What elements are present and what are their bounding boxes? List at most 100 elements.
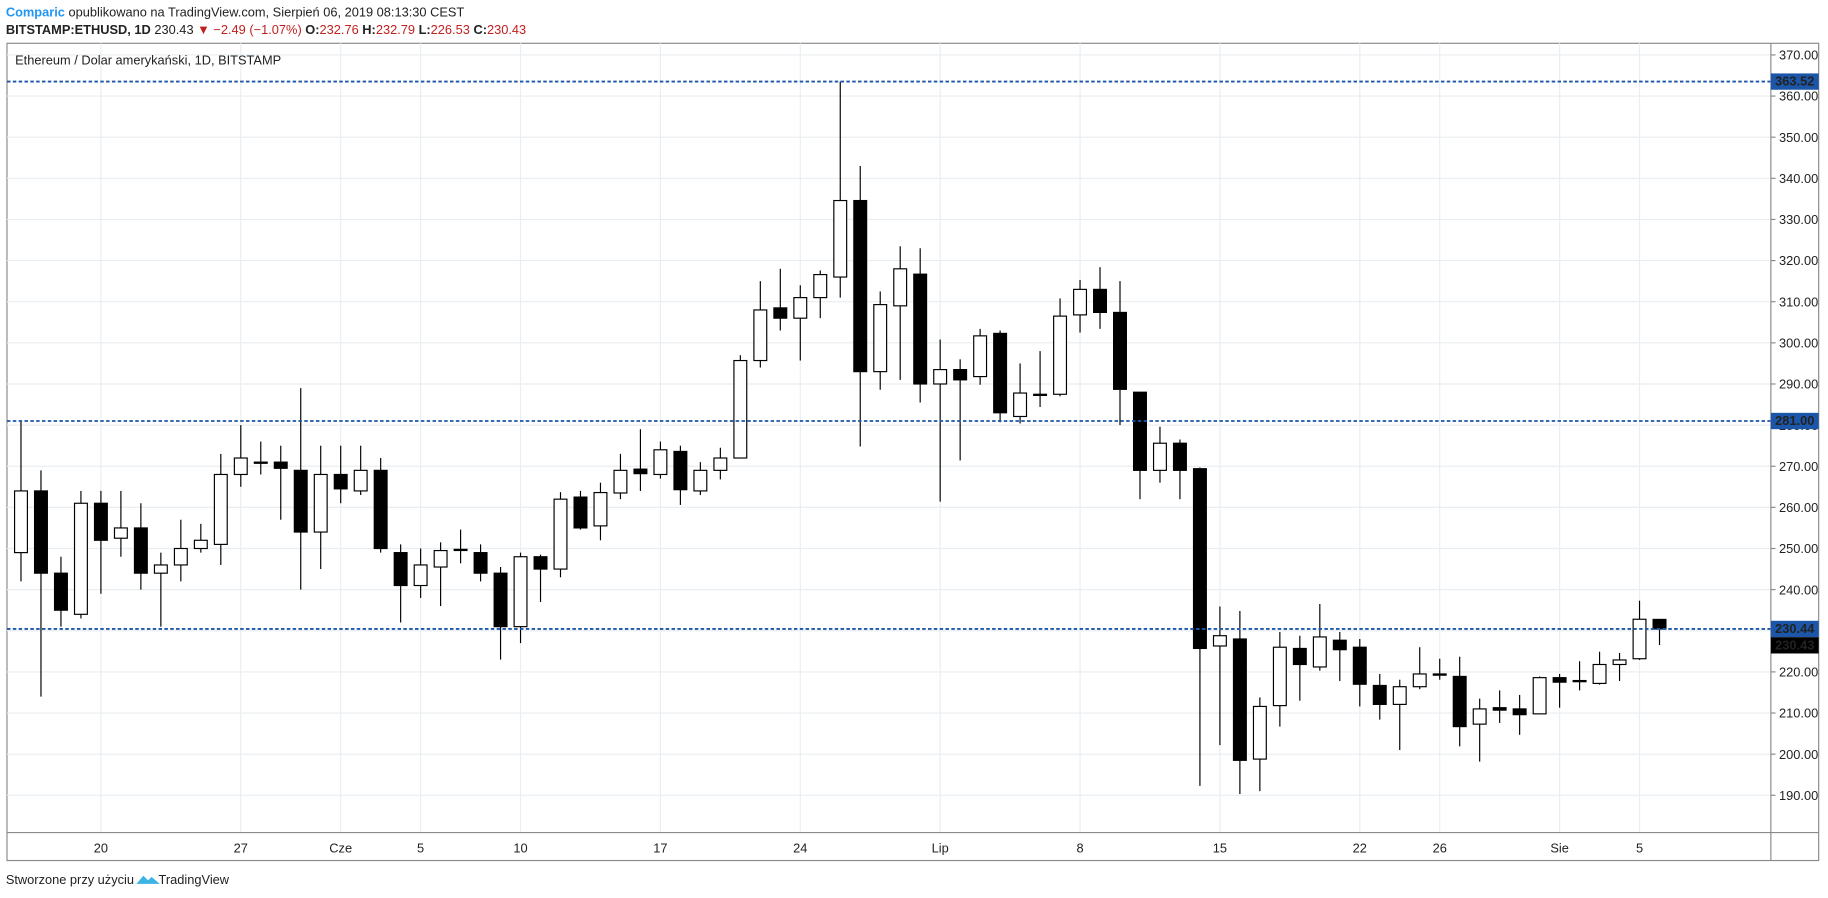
candle-body [1472, 708, 1487, 725]
y-tick-label: 310.00 [1779, 294, 1818, 309]
candle-body [353, 469, 368, 492]
candle-body [393, 552, 408, 587]
o-label: O: [305, 22, 319, 37]
y-tick-label: 260.00 [1779, 500, 1818, 515]
candle-body [1612, 659, 1627, 666]
last-price-label: 230.43 [1775, 637, 1814, 652]
candle-body [993, 332, 1008, 414]
candle-body [1272, 646, 1287, 707]
x-tick-label: 8 [1076, 840, 1083, 855]
candle-body [1412, 673, 1427, 688]
y-tick-label: 200.00 [1779, 747, 1818, 762]
candle-body [153, 564, 168, 574]
candle-body [1093, 288, 1108, 313]
candle-body [1033, 393, 1048, 397]
c-value: 230.43 [487, 22, 526, 37]
y-tick-label: 210.00 [1779, 706, 1818, 721]
brand-logo[interactable] [136, 875, 160, 884]
c-label: C: [473, 22, 487, 37]
chart-title: Ethereum / Dolar amerykański, 1D, BITSTA… [15, 52, 281, 67]
x-tick-label: 20 [94, 840, 108, 855]
footer-brand[interactable]: TradingView [159, 872, 230, 887]
candle-body [493, 572, 508, 628]
candle-body [1492, 707, 1507, 711]
candle-body [653, 449, 668, 476]
candle-body [793, 297, 808, 319]
candle-body [673, 450, 688, 491]
hline-label-bg [1770, 620, 1819, 638]
candle-body [453, 548, 468, 552]
y-tick-label: 320.00 [1779, 253, 1818, 268]
candle-body [1292, 647, 1307, 666]
candle-body [333, 473, 348, 490]
hline-label-bg [1770, 73, 1819, 90]
l-value: 226.53 [431, 22, 470, 37]
hline-label: 281.00 [1775, 413, 1814, 428]
candle-body [733, 359, 748, 459]
x-tick-label: 26 [1433, 840, 1447, 855]
candle-body [753, 309, 768, 362]
candle-body [1013, 392, 1028, 418]
candle-body [1352, 646, 1367, 685]
x-tick-label: 22 [1353, 840, 1367, 855]
candle-body [713, 457, 728, 471]
candle-body [373, 469, 388, 550]
published: opublikowano na TradingView.com, Sierpie… [69, 4, 465, 19]
h-label: H: [362, 22, 376, 37]
candle-body [413, 564, 428, 587]
candle-body [1113, 311, 1127, 390]
candle-body [693, 469, 708, 492]
candle-body [1632, 618, 1647, 660]
y-tick-label: 370.00 [1779, 48, 1818, 63]
candle-body [1252, 705, 1267, 760]
hline-label: 363.52 [1775, 74, 1814, 89]
candle-body [1532, 677, 1547, 715]
chart-frame [6, 42, 1820, 862]
symbol-line: BITSTAMP:ETHUSD, 1D 230.43 ▼ −2.49 (−1.0… [6, 22, 526, 37]
candle-body [173, 547, 188, 566]
candle-body [1572, 679, 1587, 683]
h-value: 232.79 [376, 22, 415, 37]
candle-body [1512, 708, 1527, 716]
candle-body [593, 491, 608, 527]
x-tick-label: 10 [513, 840, 527, 855]
x-tick-label: Lip [932, 840, 949, 855]
hline-label: 230.44 [1775, 621, 1815, 636]
candle-body [513, 556, 528, 628]
candle-body [613, 469, 628, 494]
candle-body [253, 461, 268, 464]
candle-body [1053, 315, 1068, 395]
candle-body [273, 461, 288, 469]
y-tick-label: 330.00 [1779, 212, 1818, 227]
hline-label-bg [1770, 412, 1819, 430]
candle-body [553, 498, 568, 570]
author[interactable]: Comparic [6, 4, 65, 19]
l-label: L: [419, 22, 431, 37]
candle-body [853, 199, 868, 373]
candle-body [1552, 677, 1567, 683]
candle-body [1372, 684, 1387, 705]
candle-body [73, 502, 88, 615]
y-tick-label: 190.00 [1779, 788, 1818, 803]
x-tick-label: Cze [329, 840, 352, 855]
candle-body [1432, 673, 1447, 676]
last-price-bg [1770, 637, 1819, 654]
candle-body [533, 556, 548, 570]
y-tick-label: 360.00 [1779, 89, 1818, 104]
candle-body [1332, 639, 1347, 651]
x-tick-label: Sie [1550, 840, 1569, 855]
y-tick-label: 240.00 [1779, 582, 1818, 597]
change: ▼ −2.49 (−1.07%) [197, 22, 302, 37]
candle-body [133, 527, 148, 574]
candle-body [1172, 442, 1187, 471]
x-tick-label: 24 [793, 840, 807, 855]
candle-body [293, 469, 308, 533]
candle-body [13, 490, 28, 554]
candle-body [953, 369, 968, 381]
candle-body [1592, 663, 1607, 684]
footer-text: Stworzone przy użyciu [6, 872, 134, 887]
y-tick-label: 290.00 [1779, 377, 1818, 392]
candle-body [873, 304, 888, 373]
y-tick-label: 220.00 [1779, 665, 1818, 680]
